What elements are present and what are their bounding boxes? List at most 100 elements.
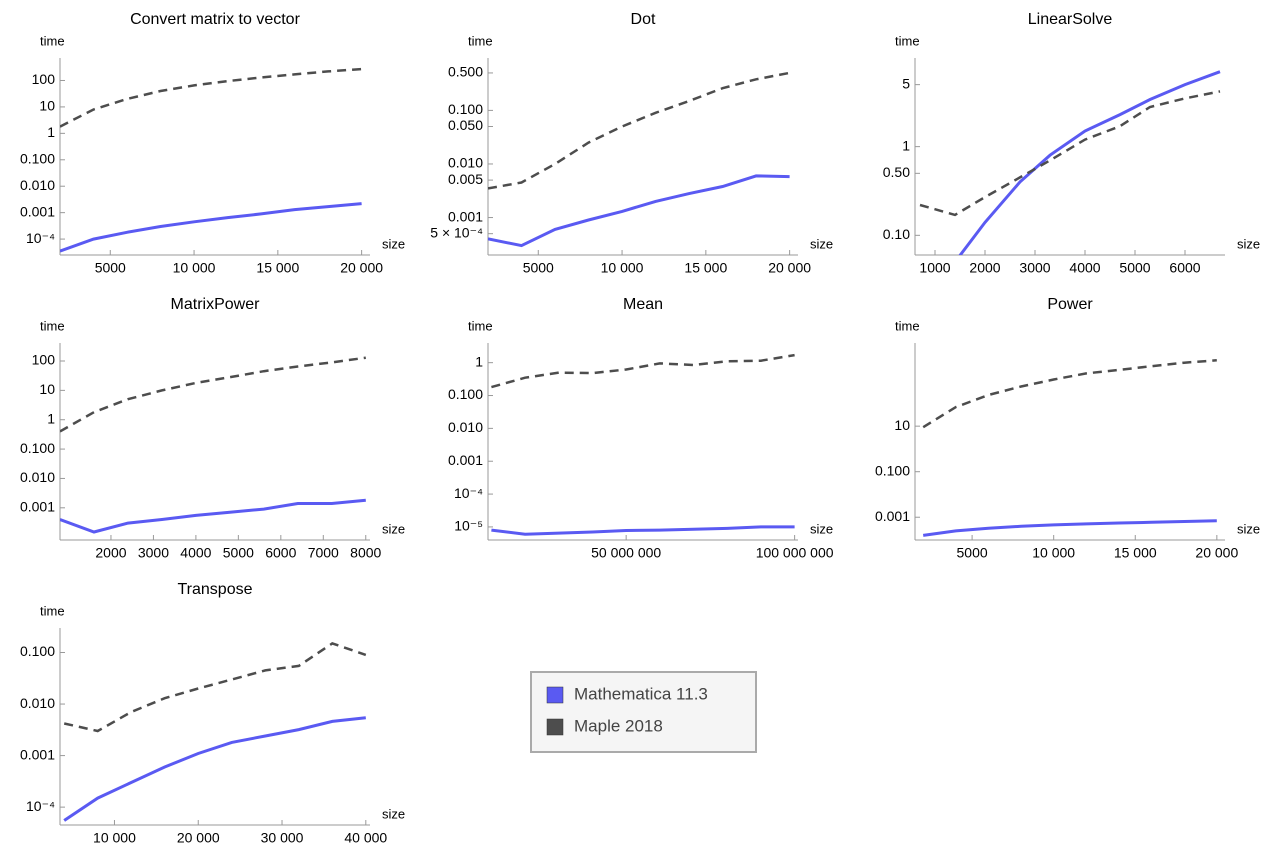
- y-axis-label: time: [468, 318, 493, 333]
- y-tick-label: 0.100: [448, 386, 483, 402]
- chart-title: Power: [1047, 296, 1093, 313]
- series-line: [491, 353, 795, 389]
- x-tick-label: 2000: [95, 545, 126, 561]
- chart-title: Convert matrix to vector: [130, 11, 301, 28]
- y-tick-label: 0.100: [20, 440, 55, 456]
- y-tick-label: 0.001: [875, 508, 910, 524]
- series-line: [919, 90, 1221, 217]
- y-axis-label: time: [895, 318, 920, 333]
- x-tick-label: 10 000: [1032, 545, 1075, 561]
- series-line: [63, 716, 366, 822]
- y-tick-label: 10⁻⁴: [26, 798, 55, 814]
- y-tick-label: 0.005: [448, 171, 483, 187]
- x-tick-label: 30 000: [261, 830, 304, 846]
- x-tick-label: 50 000 000: [591, 545, 661, 561]
- y-axis-label: time: [468, 33, 493, 48]
- x-tick-label: 15 000: [256, 260, 299, 276]
- x-axis-label: size: [1237, 521, 1260, 536]
- x-tick-label: 5000: [523, 260, 554, 276]
- x-tick-label: 6000: [1169, 260, 1200, 276]
- x-tick-label: 3000: [138, 545, 169, 561]
- y-axis-label: time: [895, 33, 920, 48]
- x-tick-label: 15 000: [684, 260, 727, 276]
- y-tick-label: 1: [47, 124, 55, 140]
- series-line: [60, 356, 366, 433]
- x-tick-label: 1000: [919, 260, 950, 276]
- legend-label: Maple 2018: [574, 716, 663, 735]
- y-tick-label: 0.050: [448, 117, 483, 133]
- x-tick-label: 8000: [350, 545, 381, 561]
- series-line: [60, 202, 362, 253]
- chart-panel: Mean time size 10⁻⁵ 10⁻⁴ 0.001 0.010 0.100 1 50 0…: [448, 296, 834, 560]
- y-tick-label: 10⁻⁴: [454, 485, 483, 501]
- x-axis-label: size: [810, 521, 833, 536]
- y-tick-label: 100: [32, 352, 56, 368]
- y-tick-label: 0.010: [20, 469, 55, 485]
- chart-title: MatrixPower: [171, 296, 261, 313]
- x-tick-label: 10 000: [173, 260, 216, 276]
- legend-swatch: [546, 718, 564, 736]
- y-tick-label: 0.010: [448, 419, 483, 435]
- x-tick-label: 4000: [1069, 260, 1100, 276]
- y-tick-label: 1: [475, 353, 483, 369]
- series-line: [488, 71, 790, 190]
- x-tick-label: 7000: [308, 545, 339, 561]
- y-tick-label: 5 × 10⁻⁴: [430, 224, 483, 240]
- x-tick-label: 6000: [265, 545, 296, 561]
- x-tick-label: 40 000: [344, 830, 387, 846]
- y-tick-label: 0.100: [20, 643, 55, 659]
- x-tick-label: 10 000: [601, 260, 644, 276]
- x-tick-label: 20 000: [768, 260, 811, 276]
- series-line: [491, 525, 795, 536]
- legend-box: [530, 671, 757, 753]
- x-axis-label: size: [810, 236, 833, 251]
- y-axis-label: time: [40, 318, 65, 333]
- x-axis-label: size: [382, 236, 405, 251]
- y-tick-label: 0.001: [20, 499, 55, 515]
- x-tick-label: 20 000: [340, 260, 383, 276]
- x-tick-label: 5000: [95, 260, 126, 276]
- x-axis-label: size: [1237, 236, 1260, 251]
- x-tick-label: 3000: [1019, 260, 1050, 276]
- y-axis-label: time: [40, 603, 65, 618]
- x-axis-label: size: [382, 521, 405, 536]
- y-axis-label: time: [40, 33, 65, 48]
- x-tick-label: 2000: [969, 260, 1000, 276]
- chart-panel: Power time size 0.001 0.100 10 5000 10 000 15 00…: [875, 296, 1260, 560]
- y-tick-label: 5: [902, 75, 910, 91]
- y-tick-label: 0.010: [20, 695, 55, 711]
- chart-title: Dot: [631, 11, 656, 28]
- chart-title: LinearSolve: [1028, 11, 1113, 28]
- y-tick-label: 0.500: [448, 64, 483, 80]
- y-tick-label: 100: [32, 71, 56, 87]
- x-tick-label: 100 000 000: [756, 545, 834, 561]
- x-tick-label: 15 000: [1114, 545, 1157, 561]
- series-line: [922, 519, 1217, 537]
- chart-title: Transpose: [178, 581, 253, 598]
- x-tick-label: 10 000: [93, 830, 136, 846]
- y-tick-label: 1: [47, 410, 55, 426]
- y-tick-label: 0.001: [448, 452, 483, 468]
- y-tick-label: 0.100: [20, 150, 55, 166]
- y-tick-label: 0.10: [883, 226, 910, 242]
- series-line: [60, 498, 366, 534]
- y-tick-label: 0.100: [448, 101, 483, 117]
- y-tick-label: 0.50: [883, 164, 910, 180]
- series-line: [60, 67, 362, 128]
- legend-label: Mathematica 11.3: [574, 684, 708, 703]
- x-tick-label: 5000: [957, 545, 988, 561]
- series-line: [488, 174, 790, 248]
- y-tick-label: 0.100: [875, 462, 910, 478]
- y-tick-label: 10⁻⁴: [26, 230, 55, 246]
- chart-panel: Convert matrix to vector time size 10⁻⁴ 0.00…: [20, 11, 405, 275]
- series-line: [63, 642, 367, 733]
- series-line: [958, 70, 1221, 255]
- y-tick-label: 10: [39, 381, 55, 397]
- x-tick-label: 20 000: [1195, 545, 1238, 561]
- legend-swatch: [546, 686, 564, 704]
- series-line: [922, 359, 1217, 429]
- x-tick-label: 20 000: [177, 830, 220, 846]
- x-tick-label: 5000: [1119, 260, 1150, 276]
